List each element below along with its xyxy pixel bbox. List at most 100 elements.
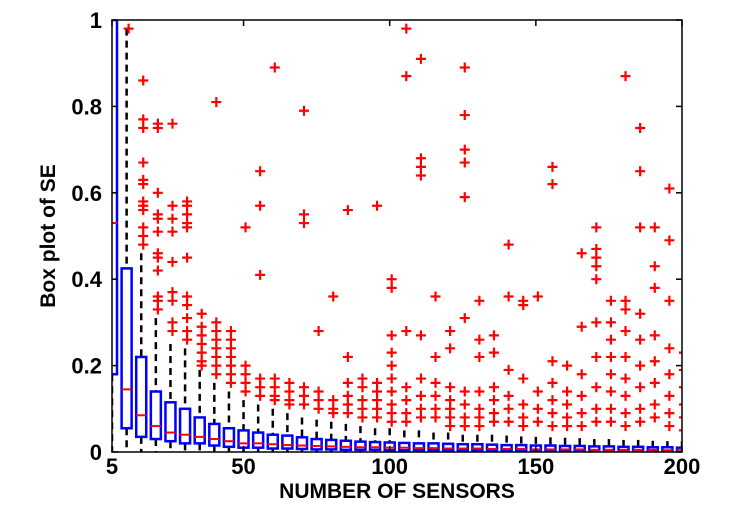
outlier-marker [591, 351, 602, 362]
outlier-marker [386, 386, 397, 397]
outlier-marker [196, 360, 207, 371]
outlier-marker [518, 412, 529, 423]
outlier-marker [415, 403, 426, 414]
outliers-x25 [167, 118, 178, 337]
outlier-marker [328, 395, 339, 406]
outlier-marker [182, 291, 193, 302]
outliers-x95 [372, 200, 383, 423]
box-x200 [675, 441, 682, 452]
y-tick-label: 0.4 [71, 267, 102, 292]
outlier-marker [401, 326, 412, 337]
outlier-marker [474, 351, 485, 362]
outlier-marker [547, 377, 558, 388]
outlier-marker [503, 403, 514, 414]
outlier-marker [532, 386, 543, 397]
outlier-marker [649, 412, 660, 423]
box-x125 [456, 434, 470, 452]
outliers-x150 [532, 291, 543, 427]
outliers-x20 [152, 118, 163, 315]
iqr-box [281, 434, 294, 450]
outliers-x75 [313, 326, 324, 414]
iqr-box [251, 431, 265, 449]
iqr-box [485, 443, 499, 452]
outlier-marker [635, 382, 646, 393]
outlier-marker [576, 421, 587, 432]
outlier-marker [386, 399, 397, 410]
outlier-marker [386, 347, 397, 358]
box-x40 [208, 382, 221, 452]
iqr-box [324, 438, 338, 451]
outliers-x40 [211, 97, 222, 380]
iqr-box [208, 422, 221, 447]
outlier-marker [489, 347, 499, 358]
outlier-marker [459, 157, 470, 168]
iqr-box [412, 442, 426, 452]
outlier-marker [372, 386, 383, 397]
outlier-marker [357, 373, 368, 384]
x-tick-label: 200 [664, 454, 701, 479]
outlier-marker [664, 235, 675, 246]
y-tick-label: 1 [90, 8, 102, 33]
outlier-marker [562, 360, 573, 371]
iqr-box [149, 390, 163, 441]
outlier-marker [605, 386, 616, 397]
outlier-marker [342, 399, 353, 410]
box-x65 [281, 413, 294, 452]
outlier-marker [240, 377, 251, 388]
outlier-marker [357, 412, 368, 423]
y-tick-label: 0.2 [71, 354, 102, 379]
outlier-marker [138, 205, 149, 216]
outlier-marker [167, 213, 178, 224]
outlier-marker [664, 408, 675, 419]
outlier-marker [605, 416, 616, 427]
outlier-marker [591, 416, 602, 427]
outlier-marker [167, 226, 178, 237]
outlier-marker [240, 222, 251, 233]
outlier-marker [225, 369, 236, 380]
outlier-marker [576, 369, 587, 380]
outlier-marker [547, 161, 558, 172]
outlier-marker [211, 334, 222, 345]
box-x50 [237, 400, 250, 452]
box-x10 [120, 28, 133, 452]
outlier-marker [211, 326, 222, 337]
x-tick-label: 50 [231, 454, 255, 479]
outlier-marker [357, 382, 368, 393]
outlier-marker [518, 300, 529, 311]
outlier-marker [269, 395, 280, 406]
outlier-marker [240, 360, 251, 371]
outlier-marker [372, 377, 383, 388]
outlier-marker [415, 390, 426, 401]
axis-ticks: 5 50 100 150 200 0 0.2 0.4 0.6 0.8 1 [71, 8, 700, 479]
box-x175 [602, 439, 616, 452]
box-x95 [368, 428, 382, 452]
outlier-marker [620, 304, 631, 315]
box-x55 [251, 404, 265, 452]
box-x5 [112, 20, 119, 452]
outlier-marker [342, 205, 353, 216]
outlier-marker [562, 412, 573, 423]
box-x130 [471, 434, 484, 452]
box-x75 [310, 419, 323, 452]
outlier-marker [138, 231, 149, 241]
box-x140 [500, 435, 513, 452]
plot-frame [111, 19, 683, 453]
outlier-marker [679, 429, 682, 432]
outlier-marker [415, 53, 426, 64]
outlier-marker [401, 408, 412, 419]
outlier-marker [152, 123, 163, 133]
outlier-marker [664, 295, 675, 306]
outlier-marker [547, 179, 558, 190]
outlier-marker [679, 351, 682, 354]
outlier-marker [182, 200, 193, 211]
outlier-marker [225, 334, 236, 345]
outlier-marker [547, 408, 558, 419]
box-x25 [164, 344, 177, 452]
y-tick-label: 0.6 [71, 181, 102, 206]
box-x35 [193, 369, 206, 452]
outlier-marker [138, 123, 149, 133]
outliers-x115 [430, 291, 441, 423]
outlier-marker [459, 313, 470, 324]
outlier-marker [328, 408, 339, 419]
outlier-marker [401, 23, 412, 34]
